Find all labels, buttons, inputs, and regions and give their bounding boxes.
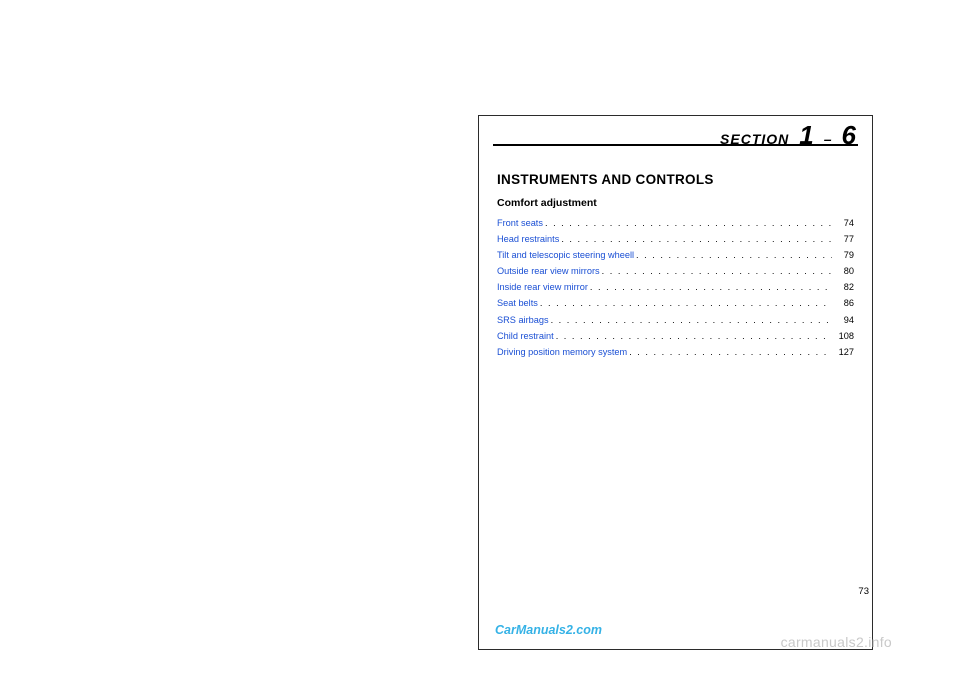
section-major: 1: [799, 120, 813, 151]
toc-leader-dots: [600, 263, 832, 279]
toc-link[interactable]: SRS airbags: [497, 312, 549, 328]
page-content: INSTRUMENTS AND CONTROLS Comfort adjustm…: [479, 170, 872, 360]
toc-page-number: 74: [832, 215, 854, 231]
section-word: SECTION: [720, 131, 789, 147]
watermark-inner: CarManuals2.com: [495, 623, 602, 637]
toc-page-number: 127: [832, 344, 854, 360]
toc-link[interactable]: Child restraint: [497, 328, 554, 344]
toc-link[interactable]: Tilt and telescopic steering wheell: [497, 247, 634, 263]
table-of-contents: Front seats74Head restraints77Tilt and t…: [497, 215, 854, 360]
toc-page-number: 80: [832, 263, 854, 279]
toc-line: Driving position memory system 127: [497, 344, 854, 360]
section-label: SECTION 1 – 6: [720, 120, 856, 151]
toc-leader-dots: [554, 328, 832, 344]
toc-leader-dots: [634, 247, 832, 263]
page-title: INSTRUMENTS AND CONTROLS: [497, 172, 854, 187]
toc-link[interactable]: Outside rear view mirrors: [497, 263, 600, 279]
manual-page: SECTION 1 – 6 INSTRUMENTS AND CONTROLS C…: [478, 115, 873, 650]
toc-link[interactable]: Front seats: [497, 215, 543, 231]
toc-page-number: 82: [832, 279, 854, 295]
page-subtitle: Comfort adjustment: [497, 197, 854, 209]
toc-page-number: 108: [832, 328, 854, 344]
watermark-outer: carmanuals2.info: [781, 634, 892, 650]
toc-line: Outside rear view mirrors 80: [497, 263, 854, 279]
toc-line: Inside rear view mirror 82: [497, 279, 854, 295]
toc-line: SRS airbags 94: [497, 312, 854, 328]
toc-link[interactable]: Seat belts: [497, 295, 538, 311]
toc-leader-dots: [538, 295, 832, 311]
toc-page-number: 86: [832, 295, 854, 311]
toc-leader-dots: [543, 215, 832, 231]
page-number: 73: [858, 586, 869, 597]
section-header: SECTION 1 – 6: [479, 116, 872, 170]
toc-line: Tilt and telescopic steering wheell 79: [497, 247, 854, 263]
toc-leader-dots: [559, 231, 832, 247]
toc-line: Seat belts 86: [497, 295, 854, 311]
toc-leader-dots: [549, 312, 832, 328]
section-dash: –: [824, 131, 832, 147]
toc-line: Front seats 74: [497, 215, 854, 231]
toc-link[interactable]: Head restraints: [497, 231, 559, 247]
toc-leader-dots: [627, 344, 832, 360]
toc-line: Head restraints 77: [497, 231, 854, 247]
toc-page-number: 77: [832, 231, 854, 247]
toc-page-number: 94: [832, 312, 854, 328]
toc-leader-dots: [588, 279, 832, 295]
section-minor: 6: [842, 120, 856, 151]
toc-page-number: 79: [832, 247, 854, 263]
toc-line: Child restraint 108: [497, 328, 854, 344]
toc-link[interactable]: Driving position memory system: [497, 344, 627, 360]
toc-link[interactable]: Inside rear view mirror: [497, 279, 588, 295]
